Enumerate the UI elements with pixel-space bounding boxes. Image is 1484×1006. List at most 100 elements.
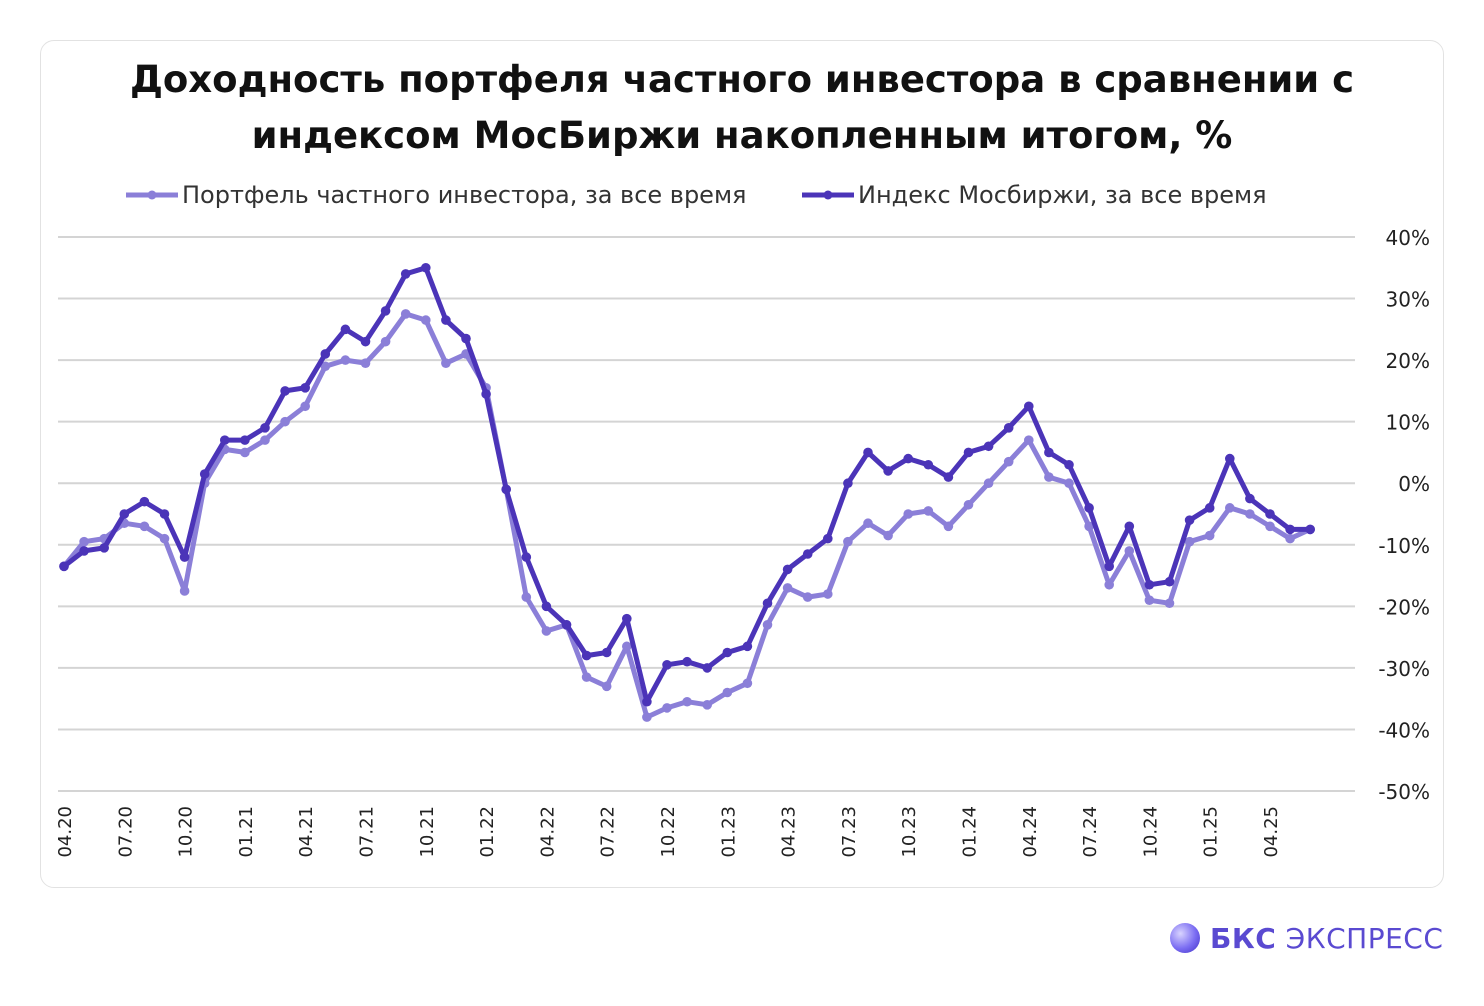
x-tick-label: 04.22 — [537, 806, 558, 858]
data-point-portfolio — [662, 703, 672, 713]
data-point-portfolio — [380, 336, 391, 347]
data-point-portfolio — [280, 416, 290, 427]
data-point-index — [1285, 524, 1295, 535]
data-point-index — [1144, 579, 1155, 590]
data-point-index — [1204, 503, 1215, 513]
legend-swatch-portfolio — [126, 190, 178, 200]
y-tick-label: 20% — [1386, 349, 1430, 373]
x-tick-label: 01.21 — [236, 806, 257, 858]
data-point-portfolio — [682, 696, 692, 707]
x-tick-label: 07.24 — [1080, 806, 1101, 858]
y-tick-label: 30% — [1386, 288, 1430, 312]
data-point-index — [260, 423, 270, 433]
y-tick-label: 40% — [1386, 226, 1430, 250]
data-point-index — [441, 315, 451, 325]
data-point-index — [340, 324, 351, 335]
data-point-index — [601, 647, 612, 658]
data-point-portfolio — [1184, 536, 1195, 547]
data-point-index — [1044, 447, 1054, 458]
data-point-portfolio — [300, 401, 311, 412]
data-point-portfolio — [1204, 530, 1215, 541]
data-point-portfolio — [1285, 533, 1295, 544]
data-point-portfolio — [1225, 503, 1235, 513]
x-tick-label: 10.20 — [176, 806, 197, 858]
series-line-portfolio — [61, 311, 1313, 720]
legend-label-index: Индекс Мосбиржи, за все время — [858, 181, 1267, 209]
data-point-portfolio — [541, 626, 552, 636]
data-point-index — [59, 561, 69, 572]
data-point-index — [1164, 576, 1175, 587]
y-tick-label: 0% — [1398, 472, 1430, 496]
chart-legend: Портфель частного инвестора, за все врем… — [0, 180, 1484, 210]
data-point-portfolio — [521, 592, 532, 602]
brand-name-bold: БКС — [1210, 921, 1277, 955]
data-point-index — [300, 383, 311, 393]
data-point-portfolio — [260, 435, 270, 445]
data-point-index — [481, 389, 491, 399]
data-point-index — [642, 696, 652, 707]
data-point-index — [622, 613, 632, 624]
brand-orb-icon — [1170, 923, 1200, 953]
legend-label-portfolio: Портфель частного инвестора, за все врем… — [182, 181, 747, 209]
x-tick-label: 04.20 — [55, 806, 76, 858]
y-tick-label: 10% — [1386, 411, 1430, 435]
data-point-index — [360, 336, 371, 347]
data-point-portfolio — [1144, 595, 1155, 605]
x-tick-label: 07.22 — [598, 806, 619, 858]
y-tick-label: -10% — [1378, 534, 1430, 558]
data-point-index — [1003, 423, 1014, 433]
x-tick-label: 04.21 — [296, 806, 317, 858]
x-tick-label: 04.25 — [1261, 806, 1282, 858]
data-point-portfolio — [1164, 598, 1175, 609]
data-point-portfolio — [1064, 478, 1074, 489]
data-point-portfolio — [320, 361, 331, 372]
data-point-index — [823, 533, 833, 544]
x-tick-label: 01.24 — [960, 806, 981, 858]
data-point-index — [99, 543, 109, 553]
data-point-portfolio — [762, 620, 773, 630]
data-point-index — [1184, 515, 1195, 525]
data-point-index — [521, 552, 532, 562]
data-point-portfolio — [722, 687, 733, 698]
data-point-index — [400, 269, 411, 279]
data-point-portfolio — [1124, 546, 1135, 556]
data-point-portfolio — [240, 447, 250, 458]
data-point-portfolio — [843, 536, 853, 547]
data-point-index — [240, 435, 250, 445]
data-point-portfolio — [823, 589, 833, 599]
data-point-index — [119, 509, 130, 519]
data-point-portfolio — [863, 518, 873, 529]
data-point-index — [179, 552, 190, 562]
data-point-portfolio — [360, 358, 371, 368]
data-point-portfolio — [581, 672, 592, 682]
y-tick-label: -30% — [1378, 657, 1430, 681]
data-point-portfolio — [441, 358, 451, 368]
data-point-portfolio — [622, 641, 632, 652]
data-point-portfolio — [782, 583, 793, 593]
y-tick-label: -50% — [1378, 780, 1430, 804]
data-point-index — [742, 641, 753, 652]
data-point-index — [380, 306, 391, 316]
data-point-portfolio — [421, 315, 431, 325]
x-tick-label: 04.23 — [779, 806, 800, 858]
data-point-index — [963, 447, 974, 458]
data-point-index — [782, 564, 793, 575]
data-point-index — [220, 435, 230, 445]
data-point-index — [461, 333, 471, 344]
data-point-index — [79, 546, 89, 556]
x-tick-label: 07.21 — [357, 806, 378, 858]
x-tick-label: 07.23 — [839, 806, 860, 858]
data-point-index — [139, 496, 150, 507]
data-point-index — [682, 656, 692, 667]
data-point-index — [1084, 503, 1094, 513]
data-point-index — [843, 478, 853, 489]
data-point-portfolio — [79, 536, 89, 547]
data-point-portfolio — [1024, 435, 1034, 445]
data-point-index — [1265, 509, 1275, 519]
data-point-index — [199, 469, 210, 479]
data-point-portfolio — [601, 681, 612, 692]
data-point-portfolio — [742, 678, 753, 689]
data-point-portfolio — [159, 533, 170, 544]
x-tick-label: 01.23 — [718, 806, 739, 858]
data-point-index — [1064, 459, 1074, 470]
